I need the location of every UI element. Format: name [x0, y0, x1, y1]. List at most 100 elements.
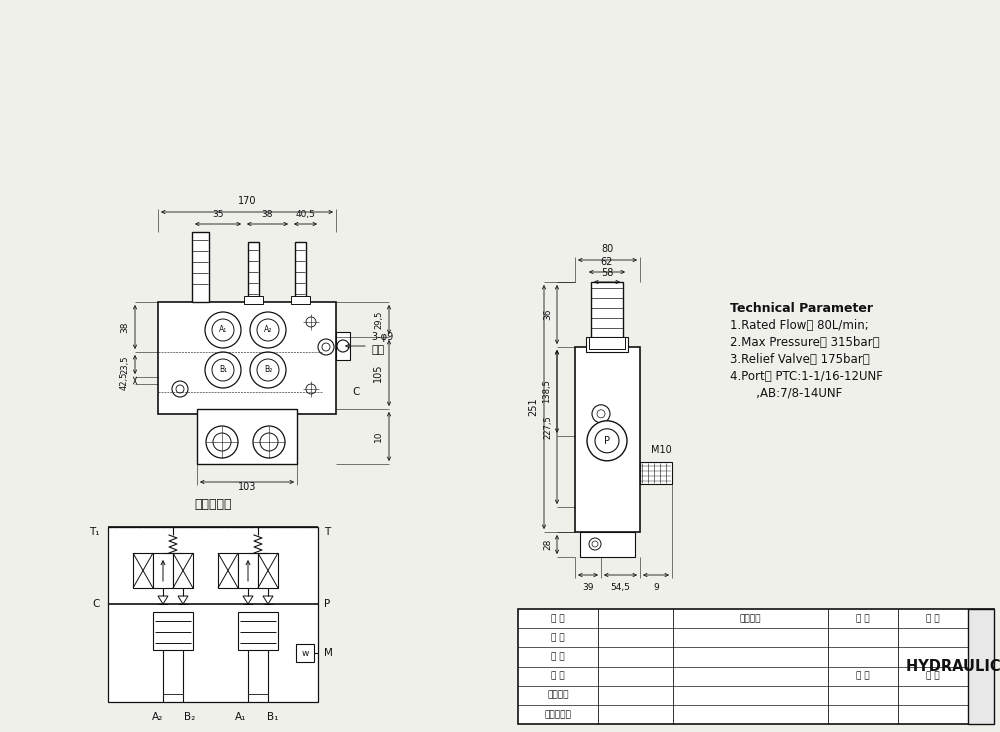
Text: 共 节: 共 节 — [856, 671, 870, 681]
Bar — [640, 462, 672, 484]
Text: 58: 58 — [601, 268, 613, 278]
Text: A₂: A₂ — [264, 326, 272, 335]
Polygon shape — [263, 596, 273, 604]
Polygon shape — [178, 596, 188, 604]
Text: 42,5: 42,5 — [120, 371, 129, 389]
Bar — [133, 553, 153, 588]
Bar — [591, 282, 623, 347]
Text: 40,5: 40,5 — [296, 210, 315, 219]
Text: P: P — [604, 436, 610, 446]
Text: 105: 105 — [373, 364, 383, 382]
Bar — [244, 296, 263, 304]
Text: B₁: B₁ — [219, 365, 227, 375]
Text: A₁: A₁ — [235, 712, 247, 722]
Text: 图样标记: 图样标记 — [740, 614, 761, 623]
Text: P: P — [324, 599, 330, 609]
Bar — [575, 347, 640, 532]
Text: B₂: B₂ — [184, 712, 196, 722]
Text: 9: 9 — [653, 583, 659, 592]
Bar — [153, 612, 193, 650]
Bar — [158, 302, 336, 414]
Text: 3-φ9: 3-φ9 — [371, 332, 393, 342]
Text: 4.Port： PTC:1-1/16-12UNF: 4.Port： PTC:1-1/16-12UNF — [730, 370, 883, 383]
Text: 3.Relief Valve： 175bar；: 3.Relief Valve： 175bar； — [730, 353, 870, 366]
Text: 28: 28 — [543, 539, 552, 550]
Text: 10: 10 — [374, 430, 383, 442]
Bar — [586, 337, 628, 352]
Circle shape — [337, 340, 349, 352]
Bar — [153, 553, 173, 588]
Text: 38: 38 — [120, 321, 129, 333]
Bar — [258, 553, 278, 588]
Text: 标准化审查: 标准化审查 — [545, 710, 571, 719]
Polygon shape — [158, 596, 168, 604]
Text: 36: 36 — [543, 309, 552, 321]
Circle shape — [595, 429, 619, 453]
Circle shape — [587, 421, 627, 461]
Text: 38: 38 — [262, 210, 273, 219]
Text: 2.Max Pressure： 315bar，: 2.Max Pressure： 315bar， — [730, 336, 880, 349]
Text: 描 图: 描 图 — [551, 652, 565, 662]
Circle shape — [205, 352, 241, 388]
Circle shape — [257, 319, 279, 341]
Circle shape — [257, 359, 279, 381]
Text: 比 例: 比 例 — [926, 614, 940, 623]
Bar — [218, 553, 238, 588]
Text: M10: M10 — [651, 445, 671, 455]
Circle shape — [260, 433, 278, 451]
Circle shape — [250, 312, 286, 348]
Circle shape — [212, 359, 234, 381]
Text: 54,5: 54,5 — [611, 583, 630, 592]
Circle shape — [213, 433, 231, 451]
Text: 第 张: 第 张 — [926, 671, 940, 681]
Text: 23,5: 23,5 — [120, 355, 129, 374]
Text: HYDRAULIC VALVE: HYDRAULIC VALVE — [906, 659, 1000, 674]
Text: A₁: A₁ — [219, 326, 227, 335]
Circle shape — [253, 426, 285, 458]
Bar — [580, 532, 635, 557]
Circle shape — [206, 426, 238, 458]
Circle shape — [318, 339, 334, 355]
Circle shape — [597, 410, 605, 418]
Circle shape — [205, 312, 241, 348]
Circle shape — [589, 538, 601, 550]
Circle shape — [172, 381, 188, 397]
Text: 103: 103 — [238, 482, 256, 492]
Bar — [197, 409, 297, 464]
Text: 39: 39 — [582, 583, 594, 592]
Text: 设 计: 设 计 — [551, 614, 565, 623]
Circle shape — [250, 352, 286, 388]
Bar — [336, 332, 350, 360]
Text: C: C — [93, 599, 100, 609]
Bar — [192, 232, 209, 302]
Text: B₂: B₂ — [264, 365, 272, 375]
Bar — [295, 242, 306, 302]
Bar — [173, 553, 193, 588]
Bar — [291, 296, 310, 304]
Text: 制 图: 制 图 — [551, 633, 565, 642]
Text: 170: 170 — [238, 196, 256, 206]
Circle shape — [306, 317, 316, 327]
Text: 227,5: 227,5 — [543, 415, 552, 439]
Text: Technical Parameter: Technical Parameter — [730, 302, 873, 315]
Text: ,AB:7/8-14UNF: ,AB:7/8-14UNF — [730, 387, 842, 400]
Text: 直 量: 直 量 — [856, 614, 870, 623]
Text: 校 对: 校 对 — [551, 671, 565, 681]
Text: 工艺标准: 工艺标准 — [547, 691, 569, 700]
Text: 1.Rated Flow： 80L/min;: 1.Rated Flow： 80L/min; — [730, 319, 869, 332]
Text: 80: 80 — [601, 244, 614, 254]
Text: 62: 62 — [601, 257, 613, 267]
Text: T₁: T₁ — [90, 527, 100, 537]
Bar — [108, 527, 318, 702]
Bar — [968, 609, 994, 724]
Circle shape — [322, 343, 330, 351]
Circle shape — [306, 384, 316, 394]
Text: 液压原理图: 液压原理图 — [194, 498, 232, 512]
Text: 138,5: 138,5 — [542, 379, 551, 403]
Circle shape — [212, 319, 234, 341]
Text: T: T — [324, 527, 330, 537]
Bar — [296, 644, 314, 662]
Text: M: M — [324, 648, 333, 658]
Text: 通孔: 通孔 — [371, 345, 384, 355]
Bar — [248, 242, 259, 302]
